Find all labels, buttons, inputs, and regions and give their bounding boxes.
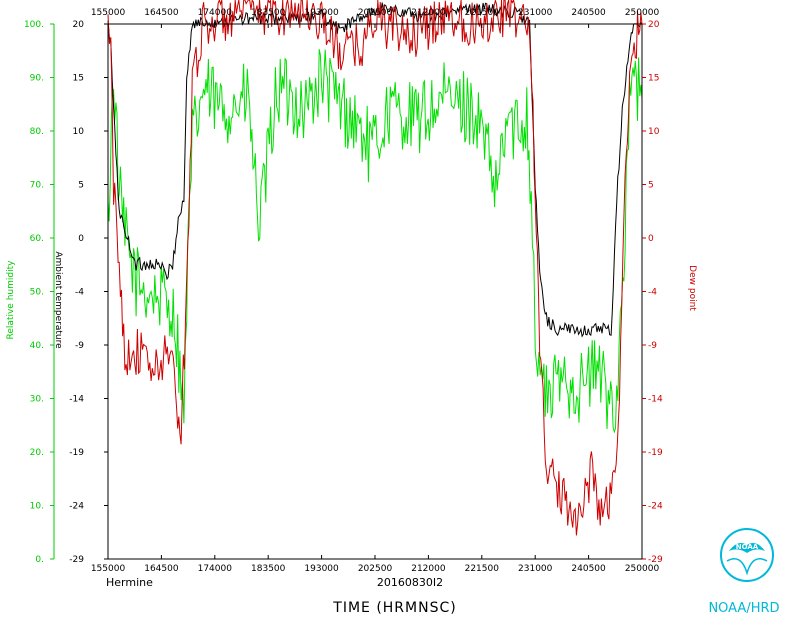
x-tick-label-top: 212000 <box>411 8 446 18</box>
rh-tick-label: 20. <box>30 448 44 458</box>
plot-border <box>107 23 643 560</box>
noaa-hrd-label: NOAA/HRD <box>708 601 779 616</box>
x-tick-label-bottom: 250000 <box>625 564 660 574</box>
x-tick-label-top: 231000 <box>518 8 553 18</box>
x-tick-label-bottom: 183500 <box>251 564 286 574</box>
plot-frame <box>107 23 643 560</box>
rh-tick-label: 0. <box>35 555 44 565</box>
rh-axis-title: Relative humidity <box>6 260 16 340</box>
temp-tick-label: -24 <box>69 502 84 512</box>
x-tick-label-top: 221500 <box>465 8 500 18</box>
x-tick-label-bottom: 155000 <box>91 564 126 574</box>
series-relative-humidity <box>107 49 643 434</box>
rh-tick-label: 90. <box>30 74 44 84</box>
rh-tick-label: 40. <box>30 341 44 351</box>
rh-tick-label: 30. <box>30 395 44 405</box>
temp-tick-label: 15 <box>73 74 84 84</box>
temp-tick-label: 20 <box>73 20 85 30</box>
rh-tick-label: 60. <box>30 234 44 244</box>
x-tick-label-bottom: 193000 <box>304 564 339 574</box>
temp-axis-title: Ambient temperature <box>53 251 63 349</box>
dew-tick-label: 20 <box>648 20 660 30</box>
rh-tick-label: 50. <box>30 288 44 298</box>
temp-tick-label: -9 <box>75 341 84 351</box>
dew-tick-label: -9 <box>648 341 657 351</box>
temp-tick-label: -29 <box>69 555 84 565</box>
rh-tick-label: 70. <box>30 181 44 191</box>
dew-tick-label: -14 <box>648 395 663 405</box>
flight-id-label: 20160830I2 <box>377 576 443 589</box>
axes-layer: 0. 10. 20. 30. 40. 50. 60. 70. 80. 90. 100. -29 -24 -… <box>24 8 663 574</box>
temp-tick-label: -19 <box>69 448 84 458</box>
dew-tick-label: -29 <box>648 555 663 565</box>
dew-tick-label: 5 <box>648 181 654 191</box>
x-tick-label-bottom: 240500 <box>571 564 606 574</box>
x-tick-label-top: 250000 <box>625 8 660 18</box>
dew-tick-label: 10 <box>648 127 660 137</box>
x-tick-label-top: 183500 <box>251 8 286 18</box>
dew-tick-label: -24 <box>648 502 663 512</box>
x-tick-label-bottom: 174000 <box>198 564 233 574</box>
dew-tick-label: -4 <box>648 288 657 298</box>
noaa-logo: NOAA <box>720 528 774 582</box>
x-tick-label-bottom: 164500 <box>144 564 179 574</box>
x-tick-label-bottom: 231000 <box>518 564 553 574</box>
x-tick-label-top: 193000 <box>304 8 339 18</box>
temp-tick-label: -4 <box>75 288 84 298</box>
x-tick-label-bottom: 202500 <box>358 564 393 574</box>
rh-tick-label: 100. <box>24 20 44 30</box>
dewpoint-axis-title: Dew point <box>687 265 697 311</box>
x-tick-label-top: 155000 <box>91 8 126 18</box>
storm-name-label: Hermine <box>106 576 153 589</box>
temp-tick-label: -14 <box>69 395 84 405</box>
temp-tick-label: 5 <box>78 181 84 191</box>
dew-tick-label: 15 <box>648 74 659 84</box>
noaa-logo-text: NOAA <box>736 543 759 551</box>
dew-tick-label: 0 <box>648 234 654 244</box>
x-tick-label-bottom: 212000 <box>411 564 446 574</box>
rh-tick-label: 80. <box>30 127 44 137</box>
x-tick-label-bottom: 221500 <box>465 564 500 574</box>
x-tick-label-top: 164500 <box>144 8 179 18</box>
series-layer <box>107 0 643 536</box>
temp-tick-label: 0 <box>78 234 84 244</box>
series-dew-point <box>107 0 643 536</box>
temp-tick-label: 10 <box>73 127 85 137</box>
rh-tick-label: 10. <box>30 502 44 512</box>
dew-tick-label: -19 <box>648 448 663 458</box>
x-tick-label-top: 202500 <box>358 8 393 18</box>
series-ambient-temperature <box>107 2 643 338</box>
x-tick-label-top: 174000 <box>198 8 233 18</box>
x-tick-label-top: 240500 <box>571 8 606 18</box>
x-axis-title: TIME (HRMNSC) <box>332 600 456 616</box>
